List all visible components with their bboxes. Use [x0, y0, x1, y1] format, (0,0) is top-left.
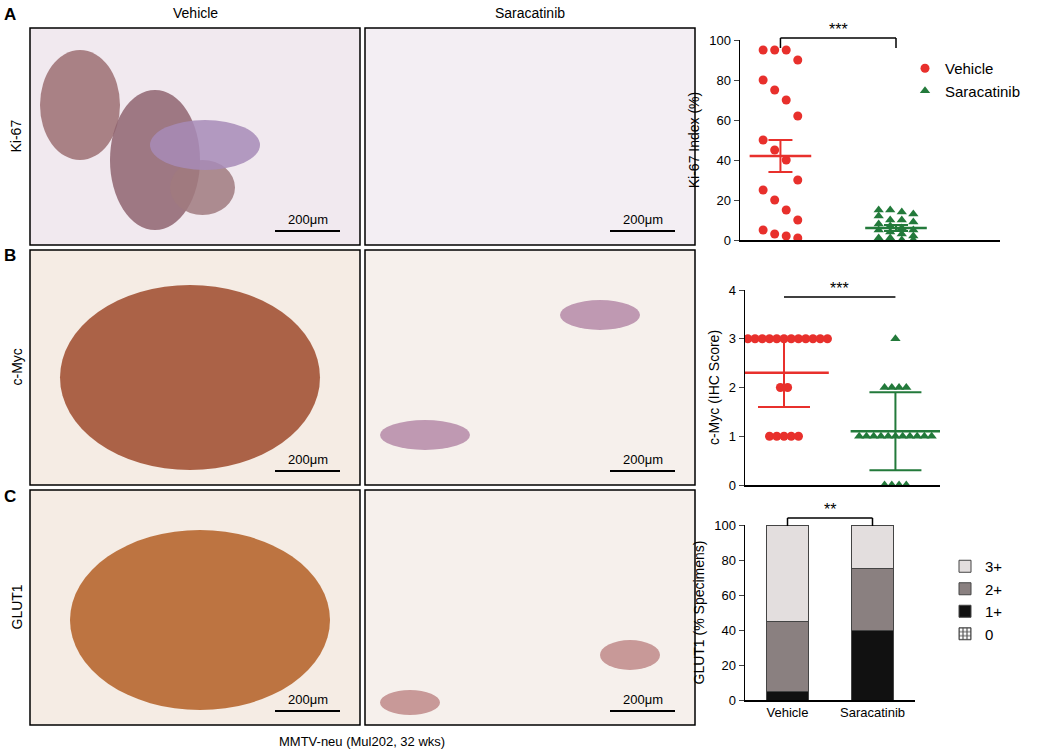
svg-text:***: ***	[830, 280, 849, 297]
svg-text:60: 60	[721, 588, 735, 603]
svg-text:200μm: 200μm	[288, 452, 328, 467]
svg-text:Vehicle: Vehicle	[173, 5, 218, 21]
svg-text:200μm: 200μm	[623, 452, 663, 467]
svg-text:3: 3	[729, 331, 736, 346]
svg-text:40: 40	[716, 153, 730, 168]
svg-text:40: 40	[721, 623, 735, 638]
svg-text:**: **	[824, 501, 836, 518]
svg-text:80: 80	[716, 73, 730, 88]
svg-text:200μm: 200μm	[288, 692, 328, 707]
svg-text:1: 1	[729, 429, 736, 444]
svg-text:GLUT1 (% Specimens): GLUT1 (% Specimens)	[691, 541, 707, 685]
svg-text:GLUT1: GLUT1	[9, 584, 25, 629]
svg-text:Vehicle: Vehicle	[767, 705, 809, 720]
svg-text:1+: 1+	[985, 603, 1002, 620]
svg-text:C: C	[4, 487, 16, 506]
svg-text:c-Myc: c-Myc	[9, 348, 25, 385]
svg-text:200μm: 200μm	[288, 212, 328, 227]
svg-text:Saracatinib: Saracatinib	[495, 5, 565, 21]
svg-text:c-Myc (IHC Score): c-Myc (IHC Score)	[706, 330, 722, 445]
svg-text:100: 100	[709, 33, 731, 48]
svg-text:60: 60	[716, 113, 730, 128]
svg-text:80: 80	[721, 553, 735, 568]
svg-text:200μm: 200μm	[623, 692, 663, 707]
svg-text:Vehicle: Vehicle	[945, 60, 993, 77]
svg-text:***: ***	[829, 21, 848, 38]
svg-text:4: 4	[729, 283, 736, 298]
svg-text:A: A	[4, 5, 16, 24]
svg-text:200μm: 200μm	[623, 212, 663, 227]
svg-text:MMTV-neu (Mul202, 32 wks): MMTV-neu (Mul202, 32 wks)	[279, 734, 445, 749]
svg-text:2+: 2+	[985, 581, 1002, 598]
svg-text:20: 20	[721, 658, 735, 673]
svg-text:Ki-67 Index (%): Ki-67 Index (%)	[686, 92, 702, 188]
svg-text:0: 0	[724, 233, 731, 248]
svg-text:0: 0	[985, 626, 993, 643]
svg-text:Saracatinib: Saracatinib	[945, 83, 1020, 100]
svg-text:100: 100	[714, 518, 736, 533]
svg-text:2: 2	[729, 380, 736, 395]
svg-text:Saracatinib: Saracatinib	[840, 705, 905, 720]
svg-text:Ki-67: Ki-67	[8, 120, 24, 153]
svg-text:3+: 3+	[985, 558, 1002, 575]
svg-text:20: 20	[716, 193, 730, 208]
svg-text:B: B	[4, 246, 16, 265]
svg-text:0: 0	[729, 693, 736, 708]
svg-text:0: 0	[729, 478, 736, 493]
